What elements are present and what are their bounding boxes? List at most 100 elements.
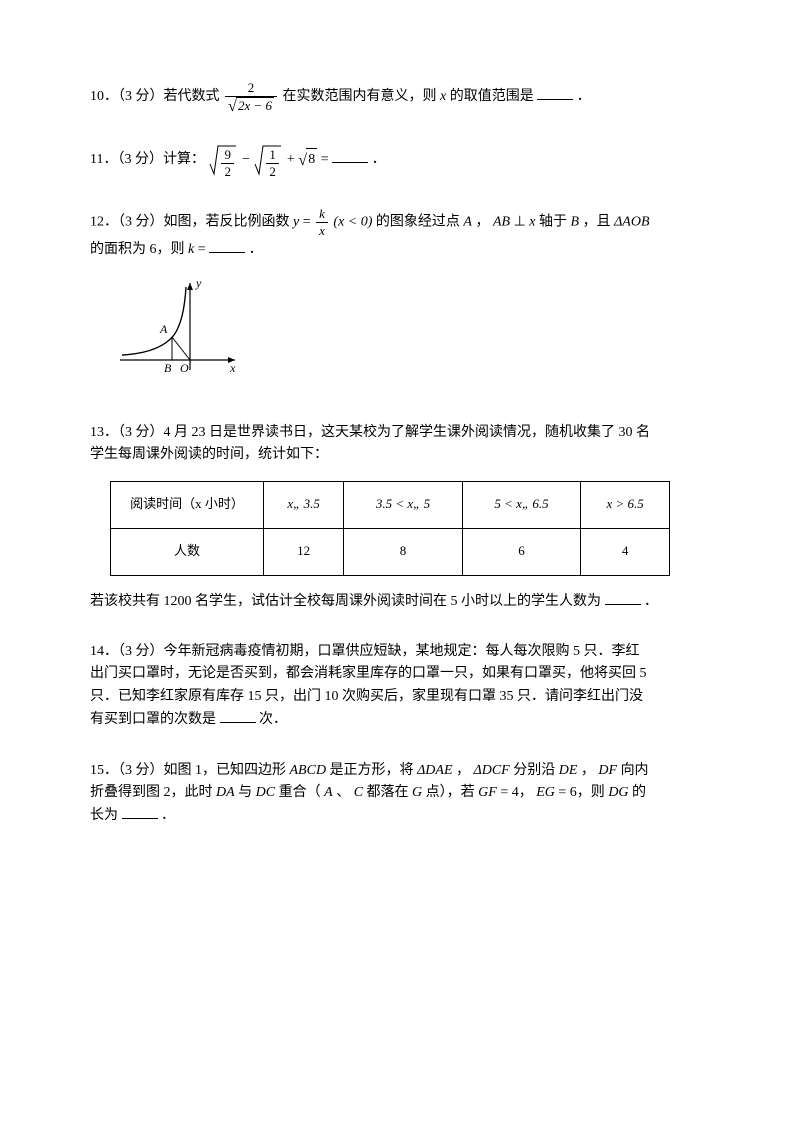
c2: C: [354, 785, 363, 800]
B-label: B: [164, 361, 172, 375]
a: A: [324, 785, 333, 800]
c: ，: [475, 214, 489, 229]
q10-fraction: 2 2x − 6: [225, 80, 277, 114]
sqrt-big-1: 92: [208, 142, 238, 178]
AOB: ΔAOB: [614, 214, 649, 229]
t: 是正方形，将: [330, 763, 414, 778]
k: k: [316, 206, 328, 223]
h1: x„ 3.5: [287, 496, 320, 511]
c0: 12: [264, 528, 344, 575]
dc: DC: [256, 785, 275, 800]
q10-suffix: 的取值范围是: [450, 89, 534, 104]
x: x: [316, 223, 328, 239]
l3: 只．已知李红家原有库存 15 只，出门 10 次购买后，家里现有口罩 35 只．…: [90, 686, 704, 708]
q12-line2: 的面积为 6，则 k = ．: [90, 238, 704, 261]
eq2: =: [198, 242, 209, 257]
q10-prefix: 10．（3 分）若代数式: [90, 89, 220, 104]
answer-blank: [220, 708, 256, 723]
r2d: 2: [266, 164, 279, 180]
q12-line1: 12．（3 分）如图，若反比例函数 y = kx (x < 0) 的图象经过点 …: [90, 206, 704, 238]
th4: x > 6.5: [581, 481, 670, 528]
t: 有买到口罩的次数是: [90, 712, 216, 727]
answer-blank: [537, 85, 573, 100]
th3: 5 < x„ 6.5: [462, 481, 581, 528]
h4: x > 6.5: [607, 496, 644, 511]
t: 向内: [621, 763, 649, 778]
t: 重合（: [279, 785, 321, 800]
c3: 4: [581, 528, 670, 575]
r3: 8: [306, 148, 317, 171]
table-row: 人数 12 8 6 4: [111, 528, 670, 575]
q13-l3: 若该校共有 1200 名学生，试估计全校每周课外阅读时间在 5 小时以上的学生人…: [90, 590, 704, 613]
answer-blank: [332, 148, 368, 163]
cond: (x < 0): [333, 214, 372, 229]
th2: 3.5 < x„ 5: [344, 481, 463, 528]
period: ．: [372, 152, 386, 167]
t: 15．（3 分）如图 1，已知四边形: [90, 763, 286, 778]
hyperbola-graph-icon: y x A B O: [110, 275, 240, 385]
table-row: 阅读时间（x 小时） x„ 3.5 3.5 < x„ 5 5 < x„ 6.5 …: [111, 481, 670, 528]
l1: 14．（3 分）今年新冠病毒疫情初期，口罩供应短缺，某地规定：每人每次限购 5 …: [90, 641, 704, 663]
q15-l3: 长为 ．: [90, 804, 704, 827]
dae: ΔDAE: [417, 763, 452, 778]
eq: =: [299, 214, 314, 229]
question-12: 12．（3 分）如图，若反比例函数 y = kx (x < 0) 的图象经过点 …: [90, 206, 704, 394]
A-label: A: [159, 322, 168, 336]
t: 12．（3 分）如图，若反比例函数: [90, 214, 290, 229]
h2: 3.5 < x„ 5: [376, 496, 430, 511]
q10-num: 2: [225, 80, 277, 97]
t: 的图象经过点: [376, 214, 460, 229]
p: ．: [644, 594, 658, 609]
sqrt-icon: 2x − 6: [228, 97, 274, 114]
question-14: 14．（3 分）今年新冠病毒疫情初期，口罩供应短缺，某地规定：每人每次限购 5 …: [90, 641, 704, 732]
r1n: 9: [221, 147, 234, 164]
AB: AB: [493, 214, 510, 229]
B: B: [571, 214, 580, 229]
c2: 6: [462, 528, 581, 575]
minus: −: [242, 152, 253, 167]
t: 与: [238, 785, 252, 800]
x-label: x: [229, 361, 236, 375]
g: G: [412, 785, 422, 800]
question-10: 10．（3 分）若代数式 2 2x − 6 在实数范围内有意义，则 x 的取值范…: [90, 80, 704, 114]
q11-prefix: 11．（3 分）计算：: [90, 152, 205, 167]
t: ，: [581, 763, 595, 778]
t: 若该校共有 1200 名学生，试估计全校每周课外阅读时间在 5 小时以上的学生人…: [90, 594, 601, 609]
q10-x: x: [440, 89, 446, 104]
p: ．: [249, 242, 263, 257]
th1: x„ 3.5: [264, 481, 344, 528]
answer-blank: [209, 238, 245, 253]
rl: 人数: [111, 528, 264, 575]
c: ，: [456, 763, 470, 778]
t: 的面积为 6，则: [90, 242, 185, 257]
t: 、: [336, 785, 350, 800]
t: 点），若: [426, 785, 475, 800]
abcd: ABCD: [290, 763, 327, 778]
p: ．: [161, 808, 175, 823]
e4: = 4，: [500, 785, 532, 800]
q10-den: 2x − 6: [225, 97, 277, 114]
r2n: 1: [266, 147, 279, 164]
gf: GF: [478, 785, 497, 800]
period: ．: [577, 89, 591, 104]
dg: DG: [608, 785, 628, 800]
q15-l1: 15．（3 分）如图 1，已知四边形 ABCD 是正方形，将 ΔDAE ， ΔD…: [90, 760, 704, 782]
q13-l1: 13．（3 分）4 月 23 日是世界读书日，这天某校为了解学生课外阅读情况，随…: [90, 422, 704, 444]
q15-l2: 折叠得到图 2，此时 DA 与 DC 重合（ A 、 C 都落在 G 点），若 …: [90, 782, 704, 804]
sqrt-3: 8: [298, 148, 317, 171]
t: 折叠得到图 2，此时: [90, 785, 213, 800]
l2: 出门买口罩时，无论是否买到，都会消耗家里库存的口罩一只，如果有口罩买，他将买回 …: [90, 663, 704, 685]
O-label: O: [180, 361, 189, 375]
q12-graph: y x A B O: [110, 275, 704, 393]
t: 都落在: [367, 785, 409, 800]
answer-blank: [605, 590, 641, 605]
t: ，且: [583, 214, 611, 229]
eg: EG: [536, 785, 555, 800]
t: 轴于: [539, 214, 567, 229]
e6: = 6，则: [558, 785, 604, 800]
th0: 阅读时间（x 小时）: [111, 481, 264, 528]
q13-l2: 学生每周课外阅读的时间，统计如下：: [90, 444, 704, 466]
df: DF: [598, 763, 617, 778]
t2: 次．: [259, 712, 287, 727]
plus: +: [287, 152, 298, 167]
